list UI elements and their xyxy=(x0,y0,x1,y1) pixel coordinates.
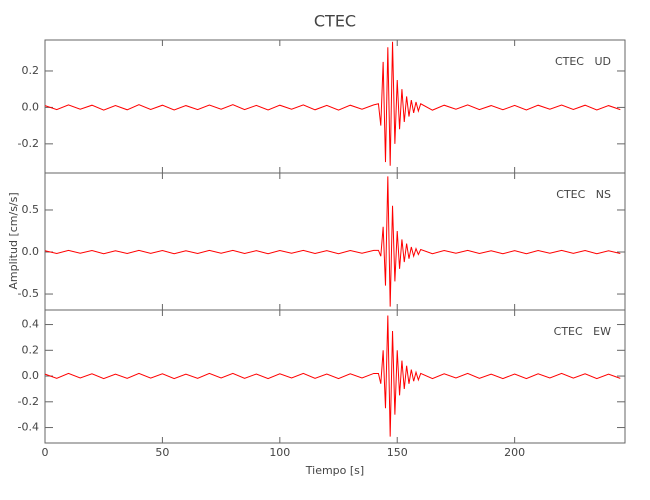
x-tick-label: 200 xyxy=(504,446,525,459)
y-tick-label: -0.4 xyxy=(18,421,39,434)
chart-title: CTEC xyxy=(314,12,356,31)
y-tick-label: -0.2 xyxy=(18,395,39,408)
x-axis-label: Tiempo [s] xyxy=(305,464,364,477)
panel-frame xyxy=(44,172,626,311)
y-tick-label: 0.5 xyxy=(22,203,40,216)
panel-label: CTEC NS xyxy=(556,188,611,201)
y-tick-label: 0.0 xyxy=(22,369,40,382)
x-tick-label: 0 xyxy=(42,446,49,459)
y-tick-label: 0.2 xyxy=(22,64,40,77)
y-tick-label: 0.4 xyxy=(22,318,40,331)
panel-label: CTEC UD xyxy=(555,55,611,68)
y-tick-label: 0.0 xyxy=(22,100,40,113)
panel-label: CTEC EW xyxy=(554,325,611,338)
waveform xyxy=(44,315,621,437)
x-tick-label: 100 xyxy=(269,446,290,459)
waveform xyxy=(44,176,621,307)
x-tick-label: 50 xyxy=(155,446,169,459)
y-tick-label: -0.5 xyxy=(18,287,39,300)
y-tick-label: 0.0 xyxy=(22,245,40,258)
y-tick-label: -0.2 xyxy=(18,137,39,150)
y-axis-label: Amplitud [cm/s/s] xyxy=(7,192,20,289)
y-tick-label: 0.2 xyxy=(22,343,40,356)
x-tick-label: 150 xyxy=(387,446,408,459)
panel-frame xyxy=(44,39,626,174)
waveform xyxy=(44,41,621,166)
